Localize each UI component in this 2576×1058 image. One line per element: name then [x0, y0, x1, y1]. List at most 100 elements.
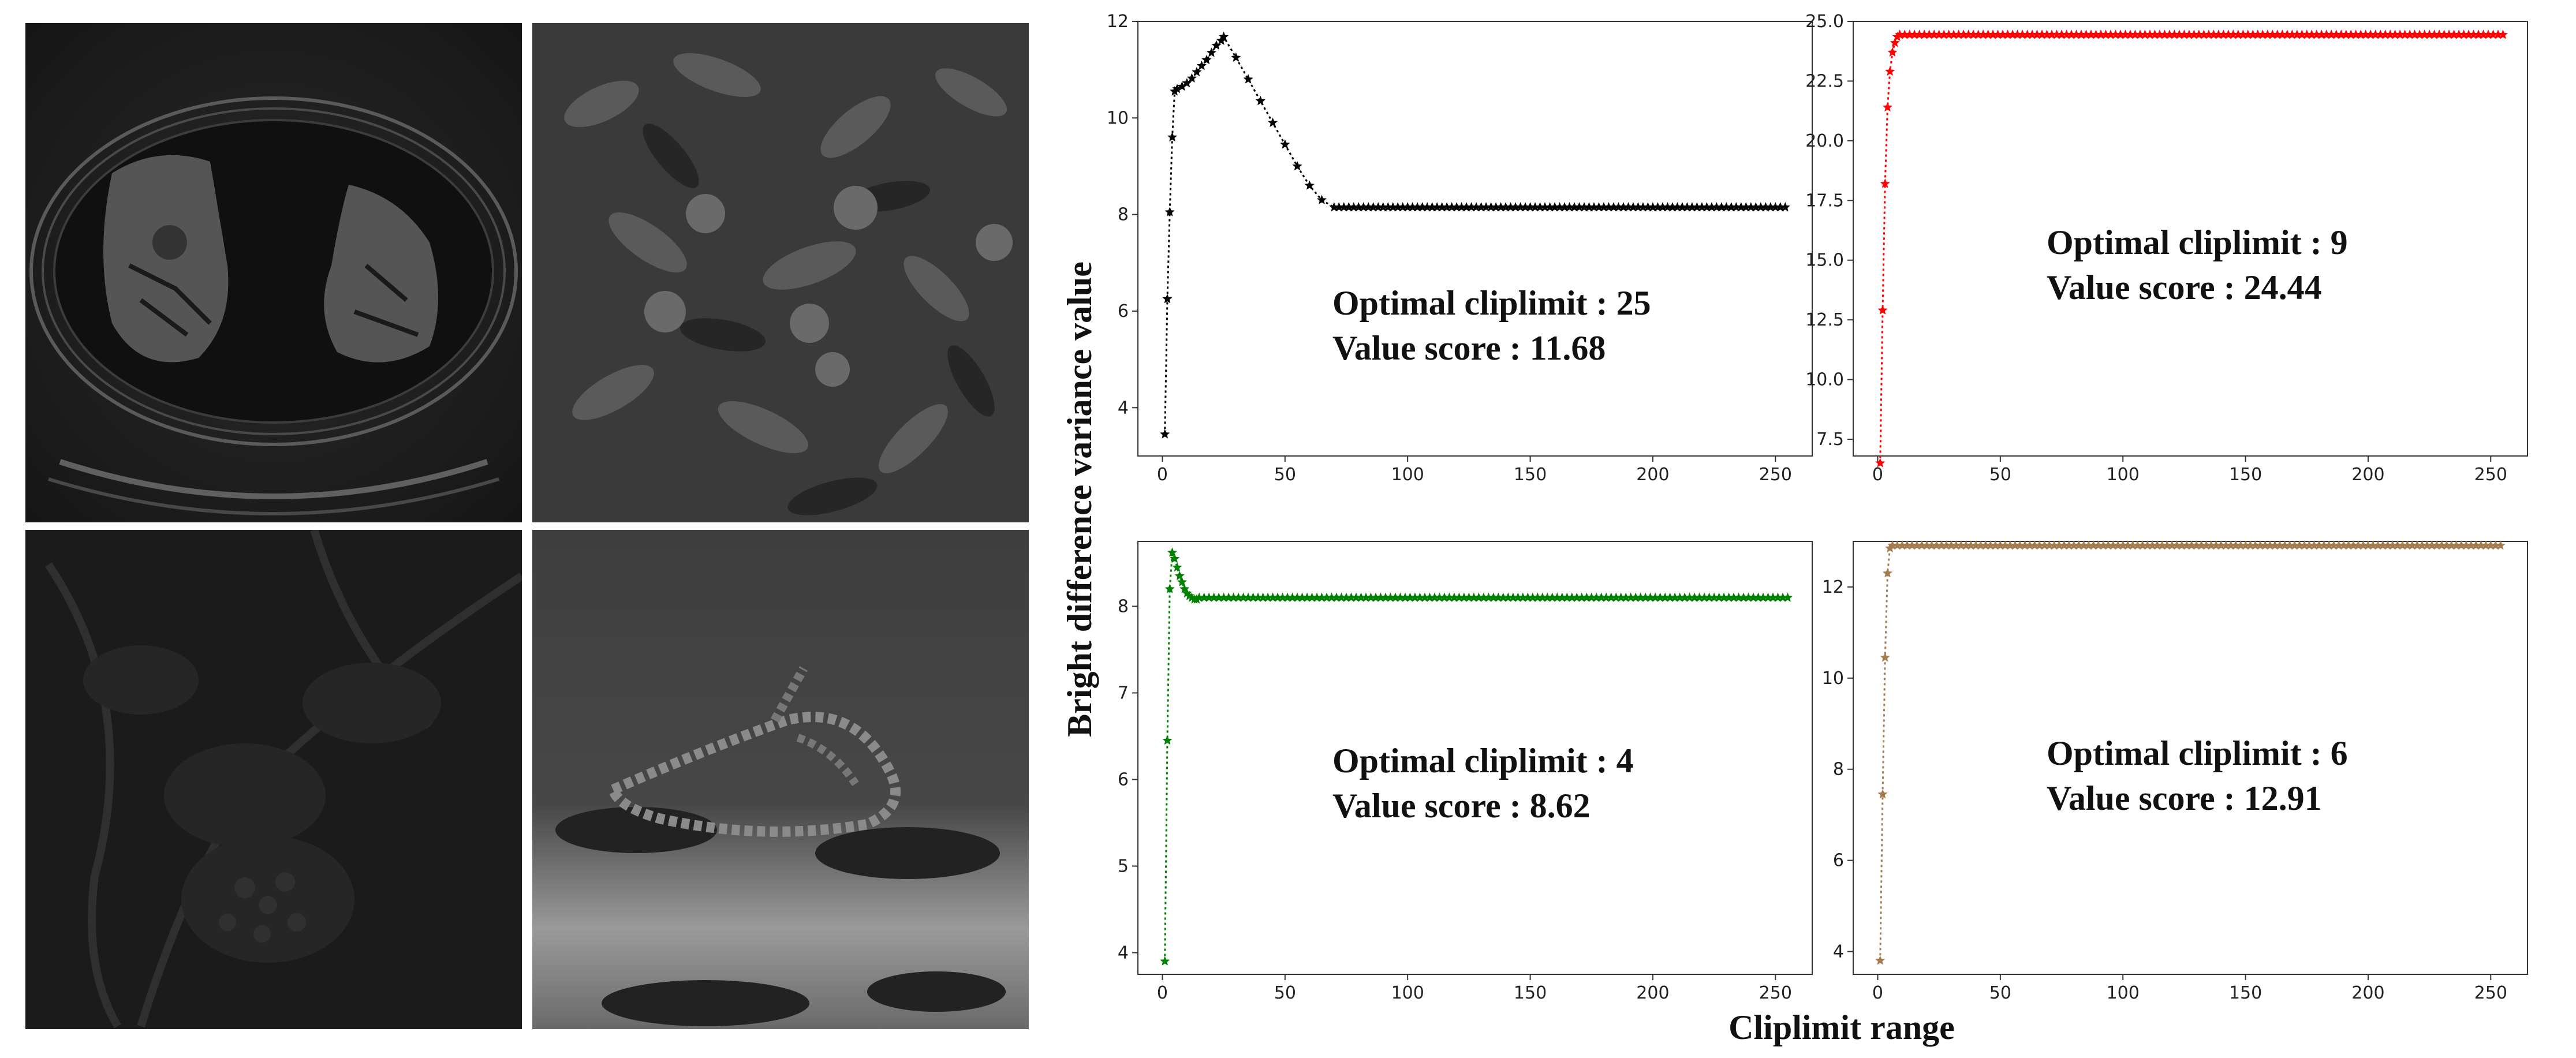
data-point [1565, 202, 1575, 212]
data-point [1461, 202, 1472, 212]
data-point [1895, 29, 1905, 39]
annotation-value-score: Value score : 11.68 [1332, 329, 1606, 367]
data-point [1174, 571, 1185, 581]
data-point [2029, 540, 2040, 550]
data-point [2424, 29, 2435, 39]
data-point [2304, 540, 2314, 550]
x-tick-label: 100 [1391, 983, 1424, 1003]
x-tick-label: 150 [1514, 465, 1547, 485]
annotation-optimal-cliplimit: Optimal cliplimit : 6 [2047, 734, 2348, 772]
data-point [2159, 29, 2170, 39]
data-point [1528, 592, 1538, 602]
data-point [1912, 540, 1922, 550]
data-point [1902, 540, 1912, 550]
data-point [2010, 540, 2020, 550]
data-point [2005, 540, 2015, 550]
x-tick-label: 200 [2351, 983, 2384, 1003]
x-tick-label: 100 [2107, 983, 2140, 1003]
data-point [1596, 592, 1607, 602]
data-point [1756, 202, 1766, 212]
annotation-optimal-cliplimit: Optimal cliplimit : 9 [2047, 223, 2348, 261]
data-point [2135, 29, 2145, 39]
data-point [1626, 592, 1636, 602]
data-point [2084, 540, 2094, 550]
data-point [1672, 202, 1682, 212]
data-point [1633, 202, 1643, 212]
data-point [2302, 29, 2312, 39]
data-point [2387, 540, 2398, 550]
data-point [1968, 29, 1978, 39]
data-point [1601, 592, 1611, 602]
data-point [2093, 540, 2104, 550]
data-point [1988, 29, 1998, 39]
data-point [2326, 29, 2336, 39]
series-line [1164, 35, 1786, 435]
data-point [1887, 47, 1898, 57]
data-point [1272, 592, 1283, 602]
data-point [2436, 540, 2447, 550]
data-point [1233, 592, 1244, 602]
data-point [1466, 202, 1477, 212]
data-point [1408, 202, 1418, 212]
data-point [1238, 592, 1249, 602]
data-point [1164, 584, 1175, 593]
x-tick-label: 150 [2229, 465, 2262, 485]
data-point [1532, 592, 1543, 602]
x-tick-label: 0 [1157, 465, 1168, 485]
data-point [1694, 592, 1705, 602]
data-point [1662, 202, 1672, 212]
data-point [2446, 540, 2456, 550]
data-point [1638, 202, 1648, 212]
data-point [1182, 588, 1192, 598]
data-point [1750, 202, 1761, 212]
data-point [1365, 592, 1376, 602]
data-point [1611, 592, 1621, 602]
data-point [2145, 29, 2155, 39]
data-point [1892, 31, 1902, 42]
data-point [1648, 202, 1658, 212]
data-point [2213, 29, 2224, 39]
x-tick-label: 50 [1989, 983, 2011, 1003]
data-point [1978, 29, 1988, 39]
data-point [1882, 102, 1892, 112]
data-point [2118, 540, 2128, 550]
data-point [2471, 540, 2481, 550]
y-tick-label: 10.0 [1805, 370, 1844, 390]
data-point [2113, 540, 2123, 550]
data-point [1304, 180, 1315, 190]
data-point [1508, 592, 1518, 602]
data-point [2164, 29, 2175, 39]
data-point [2498, 29, 2508, 39]
y-tick-label: 10 [1822, 668, 1844, 689]
data-point [1162, 735, 1173, 745]
data-point [2294, 540, 2305, 550]
data-point [2176, 540, 2187, 550]
data-point [2316, 29, 2327, 39]
data-point [1392, 202, 1403, 212]
data-point [1709, 592, 1719, 602]
x-tick-label: 50 [1989, 465, 2011, 485]
data-point [2341, 29, 2351, 39]
data-point [2125, 29, 2136, 39]
data-point [1685, 592, 1695, 602]
data-point [2299, 540, 2310, 550]
data-point [1268, 117, 1278, 127]
data-point [2353, 540, 2364, 550]
data-point [2441, 540, 2452, 550]
y-tick-label: 8 [1833, 760, 1844, 780]
data-point [2410, 29, 2420, 39]
data-point [2078, 540, 2089, 550]
data-point [2025, 540, 2035, 550]
data-point [1990, 540, 2000, 550]
data-point [2140, 29, 2150, 39]
y-tick-label: 12.5 [1805, 310, 1844, 330]
data-point [2495, 540, 2506, 550]
data-point [1434, 592, 1444, 602]
data-point [1760, 202, 1771, 212]
data-point [1424, 592, 1435, 602]
data-point [1746, 202, 1756, 212]
x-tick-label: 50 [1274, 983, 1296, 1003]
data-point [2461, 540, 2472, 550]
data-point [1162, 294, 1173, 304]
data-point [1897, 540, 1907, 550]
